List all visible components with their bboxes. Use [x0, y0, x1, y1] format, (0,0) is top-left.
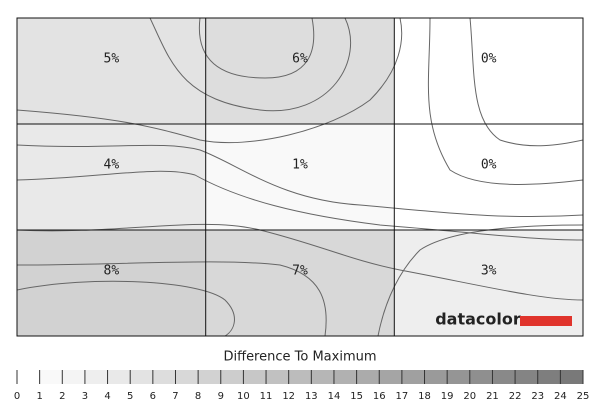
contour [17, 261, 327, 336]
colorbar-tick-label: 22 [509, 391, 522, 402]
colorbar-swatch [17, 370, 40, 384]
brand: datacolor [435, 310, 521, 329]
colorbar-swatch [401, 370, 425, 384]
colorbar-swatch [288, 370, 312, 384]
cell [394, 18, 583, 124]
contour [427, 18, 583, 185]
cell-labels: 5% 6% 0% 4% 1% 0% 8% 7% 3% [104, 52, 497, 279]
cell-label: 3% [481, 264, 497, 279]
colorbar-tick-label: 0 [14, 391, 20, 402]
colorbar-swatch [220, 370, 244, 384]
colorbar-swatch [492, 370, 516, 384]
colorbar-swatch [107, 370, 131, 384]
colorbar-tick-label: 8 [195, 391, 201, 402]
colorbar-swatch [515, 370, 538, 384]
colorbar-tick-label: 3 [82, 391, 88, 402]
colorbar-tick-label: 16 [373, 391, 386, 402]
cell [394, 124, 583, 230]
colorbar-swatch [152, 370, 176, 384]
frame [16, 17, 584, 337]
colorbar-swatch [311, 370, 334, 384]
colorbar-tick-label: 7 [172, 391, 178, 402]
contour [17, 18, 403, 144]
colorbar-swatch [198, 370, 221, 384]
cell [17, 124, 206, 230]
colorbar-swatch [130, 370, 153, 384]
colorbar-tick-label: 4 [104, 391, 110, 402]
colorbar: 0 1 2 3 4 5 6 7 8 9 10 11 12 13 14 15 16 17 18 19 20 21 22 23 24… [14, 370, 590, 402]
cell [205, 124, 395, 230]
contour [198, 18, 315, 79]
cell-label: 5% [104, 52, 120, 67]
colorbar-tick-label: 17 [396, 391, 409, 402]
colorbar-tick-label: 12 [282, 391, 295, 402]
colorbar-swatch [424, 370, 448, 384]
cell [205, 230, 395, 336]
colorbar-swatch [62, 370, 85, 384]
colorbar-swatch [243, 370, 267, 384]
grid [16, 17, 584, 337]
colorbar-swatch [379, 370, 402, 384]
cell-label: 8% [104, 264, 120, 279]
cell-label: 0% [481, 158, 497, 173]
colorbar-tick-label: 25 [577, 391, 590, 402]
cell-label: 6% [292, 52, 308, 67]
colorbar-tick-label: 19 [441, 391, 454, 402]
colorbar-tick-label: 18 [418, 391, 431, 402]
colorbar-swatch [469, 370, 493, 384]
colorbar-tick-label: 2 [59, 391, 65, 402]
colorbar-tick-label: 9 [218, 391, 224, 402]
cell-label: 7% [292, 264, 308, 279]
colorbar-swatch [560, 370, 583, 384]
colorbar-title: Difference To Maximum [223, 350, 376, 365]
colorbar-tick-label: 14 [328, 391, 341, 402]
colorbar-swatch [333, 370, 357, 384]
colorbar-tick-label: 10 [237, 391, 250, 402]
colorbar-swatch [266, 370, 289, 384]
colorbar-swatch [447, 370, 470, 384]
contour [149, 18, 351, 112]
colorbar-tick-label: 21 [486, 391, 499, 402]
colorbar-tick-label: 1 [36, 391, 42, 402]
colorbar-tick-label: 15 [350, 391, 363, 402]
colorbar-tick-label: 5 [127, 391, 133, 402]
colorbar-tick-label: 24 [554, 391, 567, 402]
cell-label: 1% [292, 158, 308, 173]
colorbar-tick-label: 23 [531, 391, 544, 402]
contour [17, 144, 583, 218]
contour [377, 224, 583, 336]
cell [17, 230, 206, 336]
colorbar-swatch [84, 370, 108, 384]
colorbar-tick-label: 20 [463, 391, 476, 402]
colorbar-swatch [39, 370, 63, 384]
contour [17, 170, 583, 241]
contour [469, 18, 583, 147]
colorbar-tick-label: 11 [260, 391, 273, 402]
cell-label: 4% [104, 158, 120, 173]
cell [205, 18, 395, 124]
cell [17, 18, 206, 124]
cell-label: 0% [481, 52, 497, 67]
heatmap [17, 18, 583, 336]
colorbar-tick-label: 13 [305, 391, 318, 402]
brand-bar [520, 316, 572, 326]
contour [17, 223, 583, 301]
colorbar-swatch [537, 370, 561, 384]
colorbar-swatch [175, 370, 199, 384]
colorbar-tick-label: 6 [150, 391, 156, 402]
contours [17, 18, 583, 336]
colorbar-swatch [356, 370, 380, 384]
